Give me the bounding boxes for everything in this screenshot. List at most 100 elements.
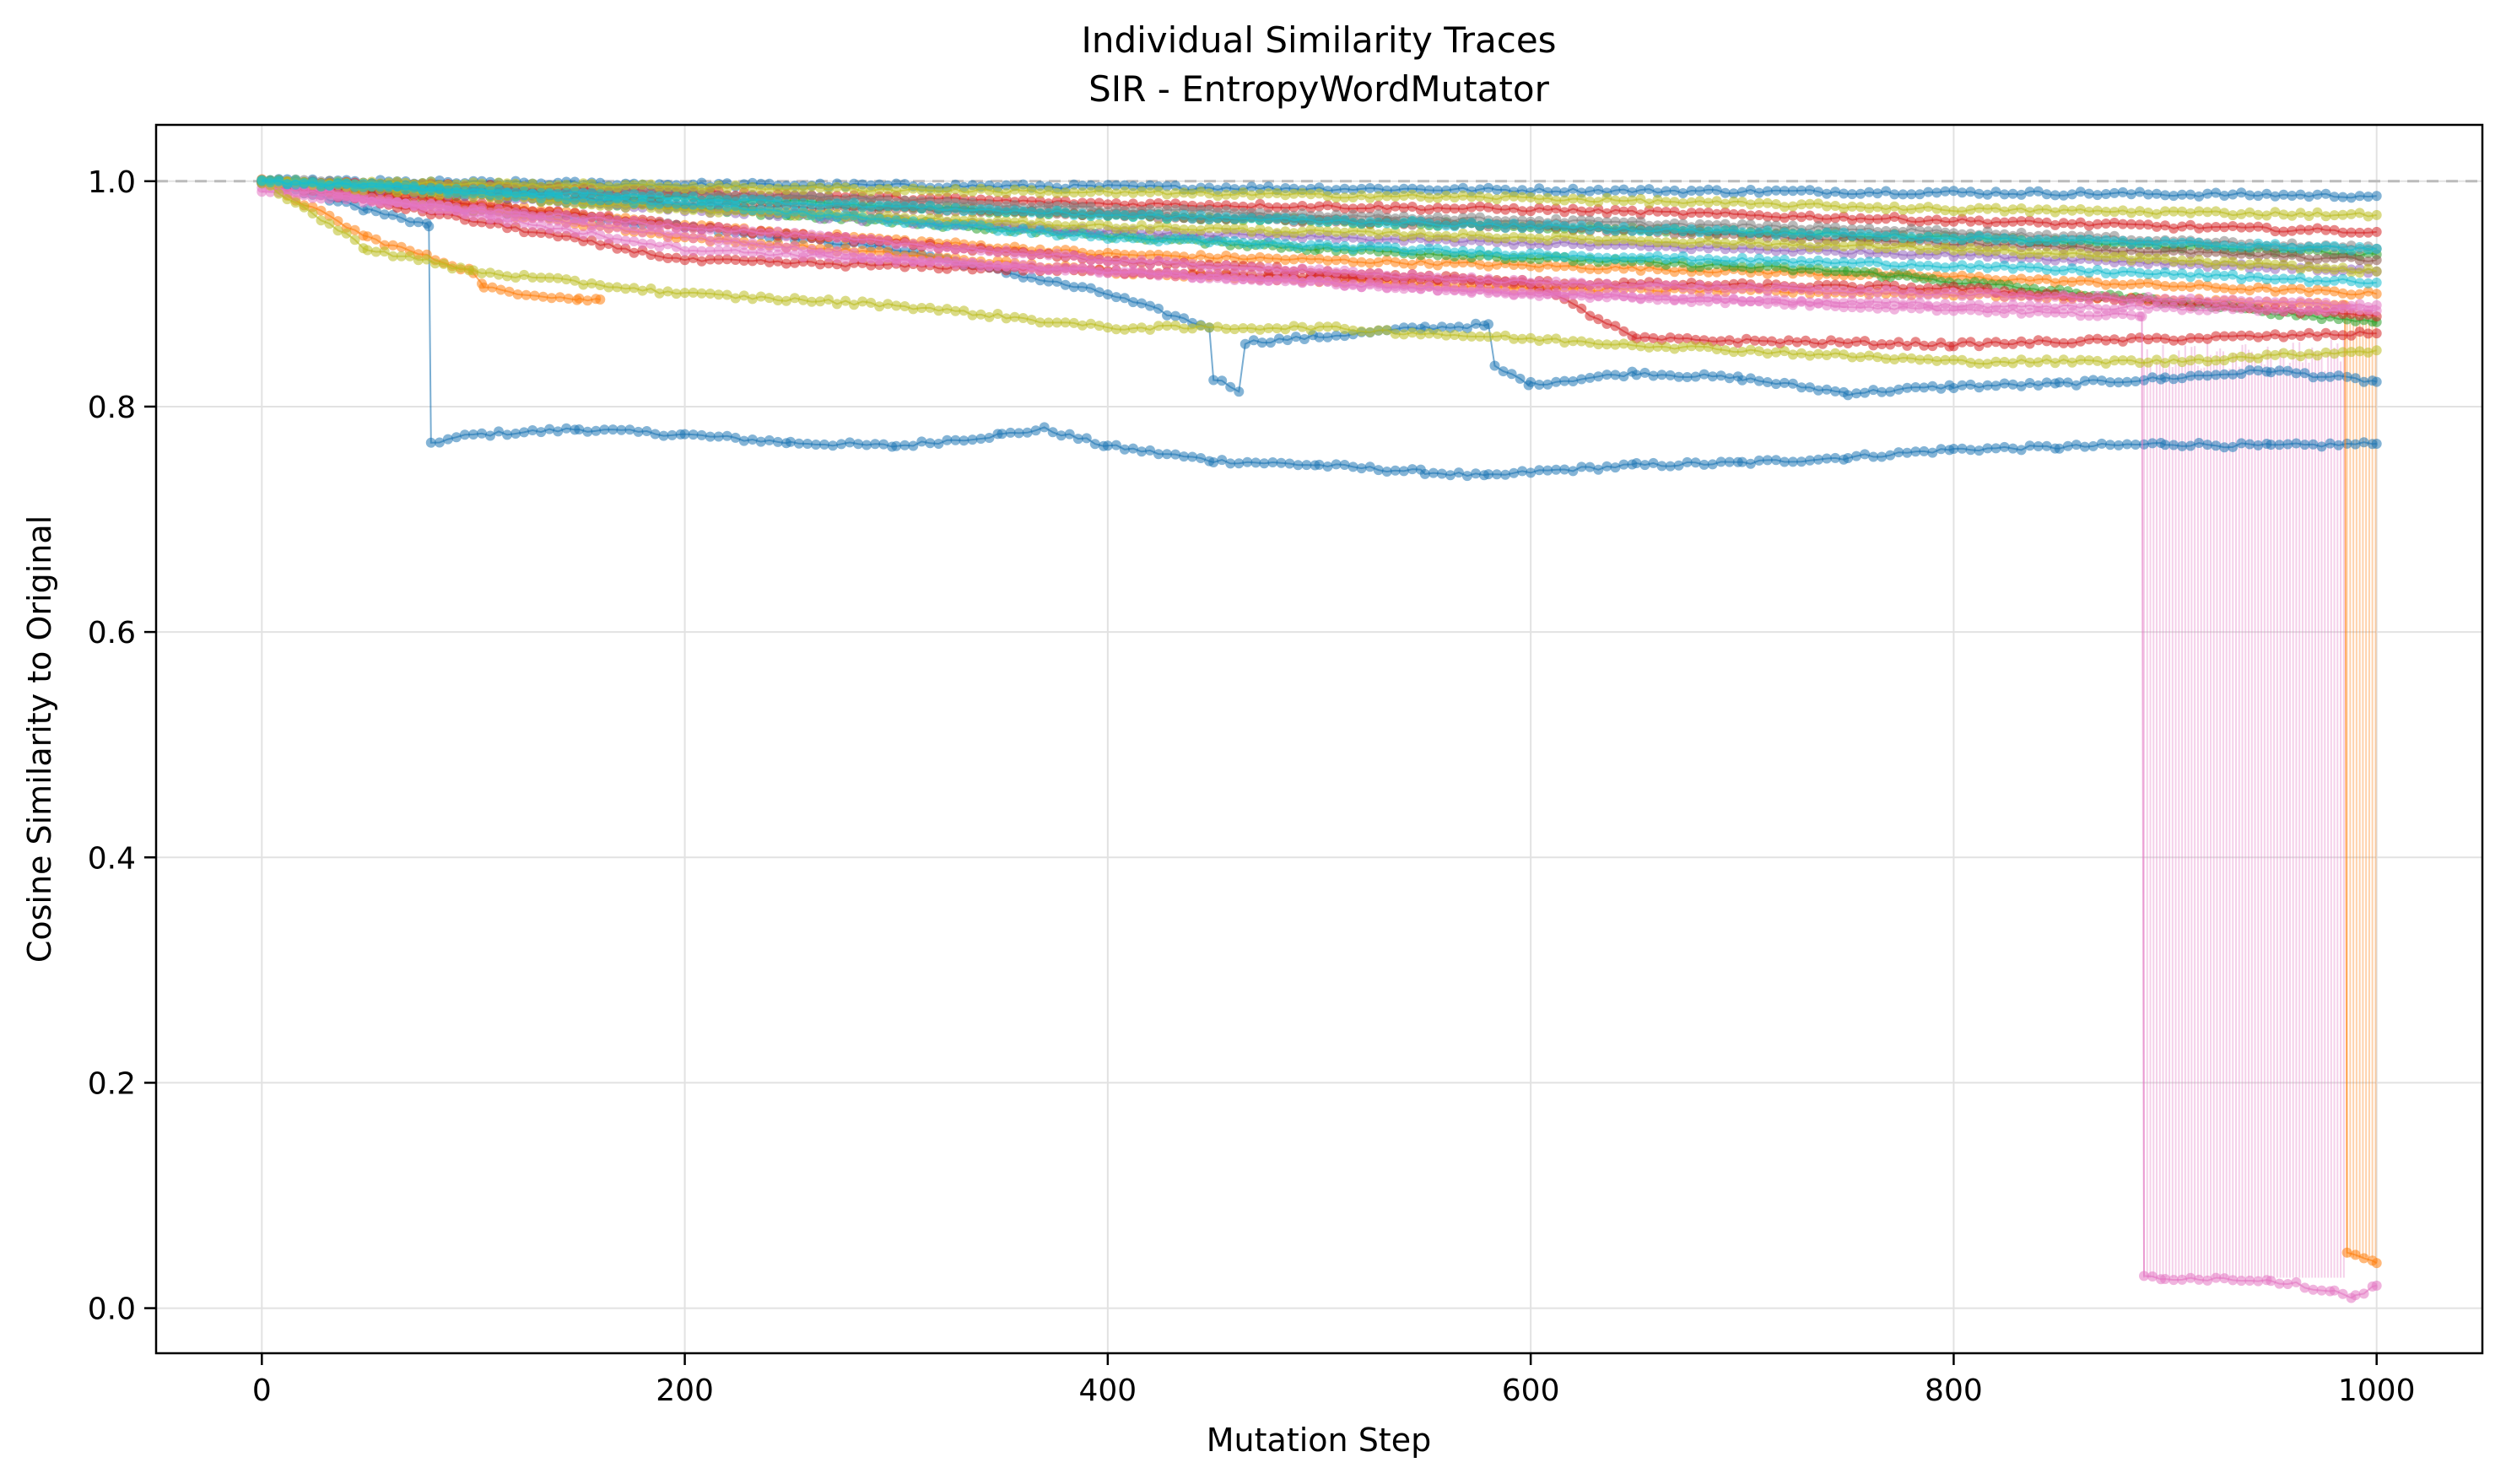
series-14-point-192	[1881, 284, 1892, 295]
series-15-point-229	[2177, 1274, 2188, 1285]
series-4-point-167	[1669, 267, 1680, 278]
series-2-point-117	[1246, 181, 1257, 192]
series-17-point-28	[485, 267, 495, 278]
series-0-point-19	[413, 217, 424, 228]
series-0-point-113	[1170, 449, 1181, 460]
series-1-point-205	[1948, 383, 1959, 393]
series-19-point-205	[1990, 246, 2001, 256]
series-0-point-139	[1381, 467, 1392, 477]
series-7-point-183	[1796, 263, 1807, 274]
series-0-point-14	[370, 206, 381, 217]
series-9-point-251	[2371, 328, 2382, 339]
series-9-point-168	[1673, 333, 1684, 344]
series-17-point-67	[815, 296, 825, 307]
series-1-point-124	[1299, 334, 1310, 344]
series-1-point-249	[2308, 372, 2319, 383]
series-18-point-103	[1127, 187, 1138, 198]
series-2-point-225	[2160, 190, 2170, 201]
series-8-point-172	[1711, 208, 1722, 219]
series-0-point-186	[1762, 455, 1773, 466]
series-8-point-217	[2092, 219, 2103, 229]
series-4-point-221	[2125, 279, 2136, 289]
series-2-point-163	[1635, 185, 1646, 196]
series-14-point-71	[857, 234, 868, 245]
series-10-point-54	[713, 254, 724, 265]
series-4-point-246	[2337, 288, 2348, 299]
series-1-point-184	[1779, 377, 1790, 388]
series-14-point-58	[747, 226, 758, 237]
series-14-point-116	[1238, 264, 1249, 275]
series-19-point-132	[1373, 229, 1384, 240]
series-0-point-74	[853, 439, 864, 450]
series-0-point-225	[2079, 441, 2090, 452]
series-9-point-155	[1568, 299, 1579, 310]
series-2-point-198	[1931, 187, 1942, 198]
series-0-point-145	[1428, 467, 1439, 478]
series-13-point-242	[2303, 305, 2314, 316]
series-14-point-52	[696, 224, 707, 235]
series-9-point-157	[1585, 310, 1596, 321]
series-14-point-133	[1381, 270, 1392, 281]
series-14-point-231	[2211, 296, 2222, 307]
series-14-point-196	[1915, 289, 1925, 299]
series-14-point-88	[1001, 245, 1012, 256]
series-8-point-240	[2287, 225, 2298, 236]
series-14-point-166	[1661, 280, 1672, 291]
series-3-point-40	[574, 293, 585, 304]
series-9-point-167	[1665, 332, 1676, 343]
series-0-point-231	[2131, 440, 2141, 450]
series-0-point-122	[1242, 456, 1253, 467]
series-18-point-87	[992, 186, 1003, 197]
series-14-point-135	[1398, 273, 1409, 283]
series-1-point-201	[1919, 382, 1930, 393]
series-11-point-202	[1965, 250, 1976, 261]
series-8-point-133	[1381, 204, 1392, 215]
series-18-point-154	[1559, 195, 1570, 206]
series-1-point-157	[1559, 375, 1570, 386]
series-18-point-69	[840, 182, 851, 193]
series-1-point-188	[1813, 385, 1823, 396]
series-2-point-171	[1703, 184, 1714, 195]
series-0-point-82	[916, 436, 927, 447]
series-4-point-158	[1593, 264, 1604, 275]
series-2-point-250	[2371, 191, 2382, 202]
series-17-point-10	[341, 228, 352, 239]
series-1-point-246	[2282, 365, 2293, 376]
series-0-point-156	[1517, 466, 1528, 477]
series-1-point-227	[2131, 376, 2141, 386]
series-4-point-217	[2092, 277, 2103, 288]
series-0-point-127	[1284, 458, 1295, 469]
series-0-point-160	[1551, 464, 1562, 475]
series-18-point-217	[2092, 205, 2103, 216]
series-14-point-142	[1457, 273, 1468, 284]
series-12-point-232	[2219, 247, 2230, 258]
series-2-point-107	[1162, 181, 1172, 192]
series-13-point-43	[620, 235, 631, 246]
series-2-point-175	[1736, 186, 1747, 197]
series-14-point-221	[2125, 294, 2136, 305]
series-0-point-224	[2071, 440, 2082, 451]
series-18-point-176	[1745, 199, 1756, 210]
series-15-point-95	[1060, 265, 1071, 276]
series-8-point-148	[1509, 202, 1520, 213]
series-17-point-119	[1255, 324, 1266, 335]
series-18-point-231	[2211, 206, 2222, 217]
series-15-point-32	[527, 213, 538, 224]
series-14-point-238	[2270, 297, 2281, 308]
series-10-point-47	[654, 251, 665, 262]
series-14-point-173	[1720, 283, 1731, 294]
series-19-point-170	[1694, 237, 1705, 248]
series-layer	[257, 174, 2382, 1303]
series-19-point-206	[1999, 244, 2010, 255]
series-12-point-225	[2160, 246, 2170, 257]
series-8-point-145	[1483, 202, 1493, 213]
series-0-point-38	[561, 423, 572, 434]
series-14-point-230	[2202, 296, 2213, 307]
series-4-point-124	[1305, 254, 1316, 265]
series-2-point-214	[2066, 189, 2077, 200]
series-2-point-232	[2219, 191, 2230, 201]
series-18-point-140	[1440, 191, 1451, 201]
series-1-point-221	[2079, 375, 2090, 386]
series-0-point-161	[1559, 464, 1570, 475]
series-11-point-134	[1390, 234, 1401, 245]
